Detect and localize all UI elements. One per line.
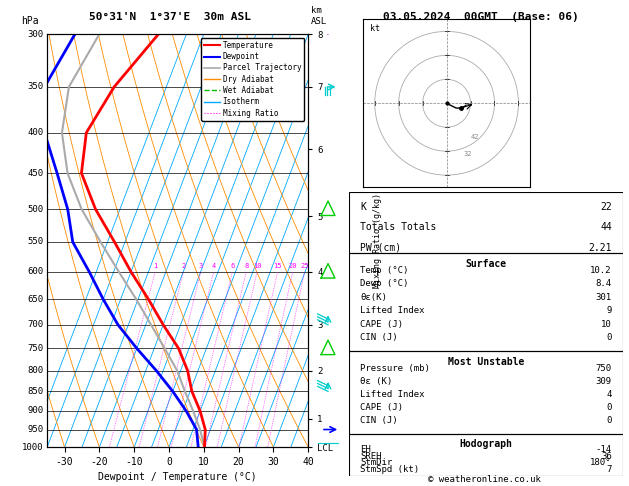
Text: 1: 1: [153, 262, 157, 269]
Text: 1000: 1000: [22, 443, 43, 451]
Legend: Temperature, Dewpoint, Parcel Trajectory, Dry Adiabat, Wet Adiabat, Isotherm, Mi: Temperature, Dewpoint, Parcel Trajectory…: [201, 38, 304, 121]
Bar: [349, 351, 623, 434]
Text: 8: 8: [244, 262, 248, 269]
Text: Dewp (°C): Dewp (°C): [360, 279, 408, 288]
Text: © weatheronline.co.uk: © weatheronline.co.uk: [428, 474, 541, 484]
Text: 10: 10: [253, 262, 262, 269]
Text: Lifted Index: Lifted Index: [360, 306, 425, 315]
Text: 309: 309: [596, 377, 612, 386]
Text: 400: 400: [27, 128, 43, 137]
Text: Temp (°C): Temp (°C): [360, 266, 408, 275]
Text: 700: 700: [27, 320, 43, 329]
Text: 550: 550: [27, 238, 43, 246]
Text: 450: 450: [27, 169, 43, 178]
Bar: [349, 434, 623, 476]
Text: Mixing Ratio (g/kg): Mixing Ratio (g/kg): [374, 193, 382, 288]
Text: θε (K): θε (K): [360, 377, 392, 386]
Text: 180°: 180°: [590, 458, 612, 467]
Text: CIN (J): CIN (J): [360, 333, 398, 342]
Text: 0: 0: [606, 416, 612, 425]
Text: 32: 32: [464, 151, 472, 157]
Text: 9: 9: [606, 306, 612, 315]
Text: 4: 4: [211, 262, 216, 269]
Text: Totals Totals: Totals Totals: [360, 222, 437, 232]
Text: CAPE (J): CAPE (J): [360, 403, 403, 412]
Text: 7: 7: [606, 465, 612, 474]
Text: hPa: hPa: [21, 16, 39, 26]
Text: θε(K): θε(K): [360, 293, 387, 302]
Text: PW (cm): PW (cm): [360, 243, 401, 253]
Text: 750: 750: [27, 344, 43, 353]
Text: 850: 850: [27, 387, 43, 396]
Text: StmSpd (kt): StmSpd (kt): [360, 465, 419, 474]
Text: 6: 6: [230, 262, 235, 269]
Text: 3: 3: [199, 262, 203, 269]
Text: 2.21: 2.21: [588, 243, 612, 253]
Text: 10: 10: [601, 320, 612, 329]
Text: Lifted Index: Lifted Index: [360, 390, 425, 399]
Text: 15: 15: [274, 262, 282, 269]
Text: Hodograph: Hodograph: [459, 439, 513, 450]
Text: km
ASL: km ASL: [311, 6, 327, 26]
Text: StmDir: StmDir: [360, 458, 392, 467]
Text: CIN (J): CIN (J): [360, 416, 398, 425]
Text: 36: 36: [601, 451, 612, 461]
Text: 8.4: 8.4: [596, 279, 612, 288]
Text: kt: kt: [370, 24, 380, 34]
Text: Surface: Surface: [465, 259, 506, 269]
Text: EH: EH: [360, 445, 370, 454]
Text: 25: 25: [301, 262, 309, 269]
Text: 0: 0: [606, 403, 612, 412]
Text: 20: 20: [289, 262, 297, 269]
Text: 800: 800: [27, 366, 43, 375]
Text: CAPE (J): CAPE (J): [360, 320, 403, 329]
Text: 500: 500: [27, 205, 43, 214]
Text: 750: 750: [596, 364, 612, 373]
X-axis label: Dewpoint / Temperature (°C): Dewpoint / Temperature (°C): [98, 472, 257, 483]
Text: 03.05.2024  00GMT  (Base: 06): 03.05.2024 00GMT (Base: 06): [383, 12, 579, 22]
Text: 4: 4: [606, 390, 612, 399]
Text: 900: 900: [27, 406, 43, 416]
Text: 22: 22: [600, 202, 612, 212]
Text: 10.2: 10.2: [590, 266, 612, 275]
Text: SREH: SREH: [360, 451, 382, 461]
Text: Most Unstable: Most Unstable: [448, 357, 524, 367]
Text: K: K: [360, 202, 366, 212]
Text: 2: 2: [181, 262, 186, 269]
Text: 600: 600: [27, 267, 43, 277]
Text: 350: 350: [27, 83, 43, 91]
Text: 300: 300: [27, 30, 43, 38]
Text: 650: 650: [27, 295, 43, 304]
Text: 42: 42: [470, 134, 479, 140]
Text: Pressure (mb): Pressure (mb): [360, 364, 430, 373]
Text: 950: 950: [27, 425, 43, 434]
Bar: [349, 253, 623, 351]
Text: 44: 44: [600, 222, 612, 232]
Bar: [349, 192, 623, 253]
Text: 50°31'N  1°37'E  30m ASL: 50°31'N 1°37'E 30m ASL: [89, 12, 251, 22]
Text: 301: 301: [596, 293, 612, 302]
Text: -14: -14: [596, 445, 612, 454]
Text: 0: 0: [606, 333, 612, 342]
